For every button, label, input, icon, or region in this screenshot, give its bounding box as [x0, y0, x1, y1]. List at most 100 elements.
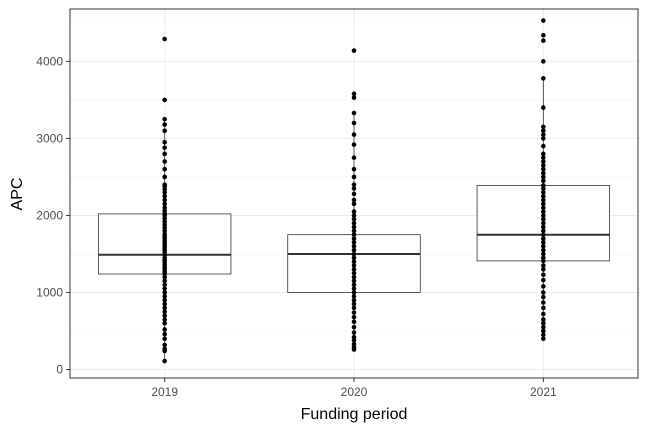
data-point — [162, 139, 167, 145]
data-point — [541, 263, 546, 268]
data-point — [541, 272, 546, 278]
data-point — [162, 327, 167, 332]
data-point — [351, 243, 357, 249]
data-point — [351, 305, 357, 311]
data-point — [351, 232, 357, 238]
y-tick-label: 4000 — [36, 54, 63, 68]
data-point — [541, 277, 546, 283]
data-point — [351, 330, 357, 335]
data-point — [351, 319, 357, 325]
data-point — [351, 209, 357, 214]
data-point — [351, 228, 357, 234]
data-point — [351, 274, 357, 280]
data-point — [541, 178, 546, 184]
data-point — [162, 116, 167, 122]
data-point — [351, 247, 357, 253]
data-point — [351, 220, 357, 226]
data-point — [162, 317, 167, 322]
y-tick-label: 1000 — [36, 285, 63, 299]
data-point — [541, 105, 546, 110]
data-point — [162, 36, 167, 42]
data-point — [541, 294, 546, 300]
data-point — [162, 342, 167, 348]
y-tick-label: 2000 — [36, 208, 63, 222]
y-axis: 0 1000 2000 3000 4000 — [36, 54, 70, 377]
data-point — [541, 251, 546, 257]
data-point — [162, 282, 167, 288]
data-point — [351, 91, 357, 97]
data-point — [162, 128, 167, 134]
data-point — [541, 205, 546, 211]
x-tick-label-2021: 2021 — [530, 385, 557, 399]
data-point — [541, 59, 546, 64]
data-point — [162, 346, 167, 352]
data-point — [162, 97, 167, 103]
data-point — [541, 190, 546, 195]
data-point — [541, 170, 546, 176]
data-point — [541, 240, 546, 245]
data-point — [541, 197, 546, 203]
data-point — [541, 159, 546, 164]
data-point — [351, 267, 357, 272]
data-point — [541, 136, 546, 141]
data-point — [541, 284, 546, 289]
data-point — [541, 332, 546, 338]
data-point — [541, 209, 546, 214]
data-point — [351, 324, 357, 330]
data-point — [541, 321, 546, 326]
y-tick-label: 3000 — [36, 131, 63, 145]
data-point — [541, 232, 546, 238]
data-point — [162, 145, 167, 150]
data-point — [162, 301, 167, 307]
data-point — [162, 297, 167, 303]
data-point — [162, 313, 167, 318]
data-point — [541, 247, 546, 253]
data-point — [162, 358, 167, 364]
data-point — [541, 220, 546, 226]
data-point — [162, 197, 167, 203]
data-point — [162, 331, 167, 337]
data-point — [541, 193, 546, 199]
data-point — [351, 174, 357, 180]
data-point — [162, 336, 167, 342]
data-point — [351, 95, 357, 100]
data-point — [541, 305, 546, 311]
data-point — [541, 328, 546, 334]
data-point — [541, 236, 546, 241]
data-point — [162, 309, 167, 315]
data-point — [541, 155, 546, 160]
data-point — [351, 259, 357, 264]
data-point — [162, 182, 167, 187]
data-point — [351, 290, 357, 295]
data-point — [351, 224, 357, 230]
data-point — [162, 294, 167, 299]
y-tick-label: 0 — [56, 363, 63, 377]
data-point — [351, 301, 357, 307]
data-point — [351, 120, 357, 126]
data-point — [541, 311, 546, 317]
data-point — [351, 341, 357, 347]
data-point — [541, 324, 546, 330]
data-point — [351, 278, 357, 284]
data-point — [351, 155, 357, 160]
points-layer — [162, 18, 546, 364]
data-point — [541, 151, 546, 157]
data-point — [162, 305, 167, 311]
data-point — [351, 297, 357, 303]
data-point — [541, 228, 546, 234]
x-axis-title: Funding period — [301, 406, 408, 423]
x-tick-label-2020: 2020 — [341, 385, 368, 399]
data-point — [351, 213, 357, 218]
data-point — [351, 186, 357, 191]
data-point — [541, 32, 546, 38]
data-point — [351, 197, 357, 203]
data-point — [541, 174, 546, 180]
data-point — [162, 193, 167, 199]
data-point — [351, 217, 357, 222]
data-point — [351, 48, 357, 53]
data-point — [351, 314, 357, 320]
data-point — [541, 336, 546, 342]
data-point — [541, 38, 546, 43]
data-point — [162, 205, 167, 211]
